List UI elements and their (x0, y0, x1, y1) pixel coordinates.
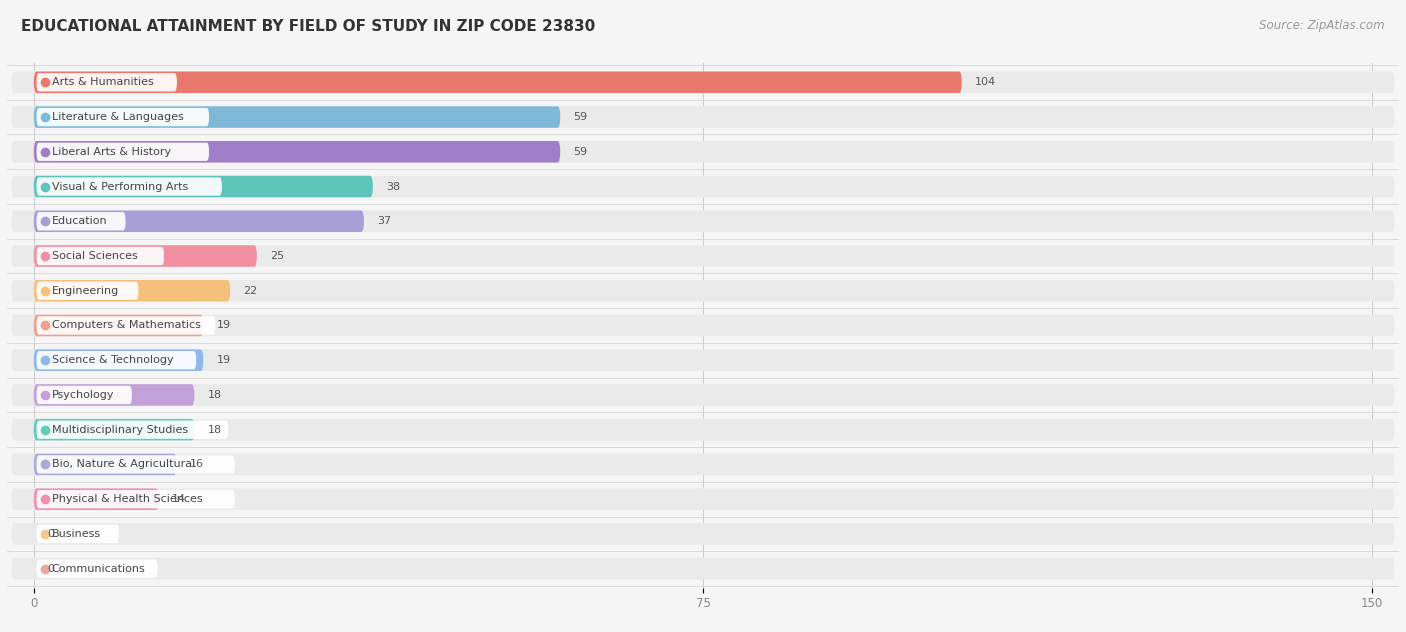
FancyBboxPatch shape (11, 419, 1395, 441)
FancyBboxPatch shape (11, 523, 1395, 545)
Text: 104: 104 (976, 77, 997, 87)
Text: 22: 22 (243, 286, 257, 296)
Text: Communications: Communications (52, 564, 145, 574)
Text: Bio, Nature & Agricultural: Bio, Nature & Agricultural (52, 459, 195, 470)
FancyBboxPatch shape (37, 317, 215, 334)
Text: 18: 18 (208, 425, 222, 435)
FancyBboxPatch shape (37, 108, 209, 126)
FancyBboxPatch shape (11, 384, 1395, 406)
FancyBboxPatch shape (37, 455, 235, 473)
Text: Physical & Health Sciences: Physical & Health Sciences (52, 494, 202, 504)
FancyBboxPatch shape (37, 282, 138, 300)
Text: 18: 18 (208, 390, 222, 400)
FancyBboxPatch shape (37, 386, 132, 404)
Text: Business: Business (52, 529, 101, 539)
FancyBboxPatch shape (37, 559, 157, 578)
FancyBboxPatch shape (37, 490, 235, 508)
Text: EDUCATIONAL ATTAINMENT BY FIELD OF STUDY IN ZIP CODE 23830: EDUCATIONAL ATTAINMENT BY FIELD OF STUDY… (21, 19, 595, 34)
Text: 19: 19 (217, 320, 231, 331)
Text: 59: 59 (574, 112, 588, 122)
FancyBboxPatch shape (34, 176, 373, 197)
Text: Multidisciplinary Studies: Multidisciplinary Studies (52, 425, 188, 435)
Text: Psychology: Psychology (52, 390, 114, 400)
FancyBboxPatch shape (11, 71, 1395, 93)
Text: 25: 25 (270, 251, 284, 261)
FancyBboxPatch shape (11, 141, 1395, 162)
FancyBboxPatch shape (34, 454, 177, 475)
Text: Literature & Languages: Literature & Languages (52, 112, 183, 122)
Text: Science & Technology: Science & Technology (52, 355, 173, 365)
FancyBboxPatch shape (34, 280, 231, 301)
Text: 37: 37 (377, 216, 391, 226)
Text: 19: 19 (217, 355, 231, 365)
Text: 14: 14 (172, 494, 186, 504)
FancyBboxPatch shape (37, 525, 120, 543)
FancyBboxPatch shape (11, 315, 1395, 336)
FancyBboxPatch shape (34, 489, 159, 510)
FancyBboxPatch shape (11, 210, 1395, 232)
FancyBboxPatch shape (34, 106, 560, 128)
FancyBboxPatch shape (11, 558, 1395, 580)
Text: Engineering: Engineering (52, 286, 120, 296)
FancyBboxPatch shape (11, 176, 1395, 197)
FancyBboxPatch shape (34, 349, 204, 371)
FancyBboxPatch shape (37, 351, 197, 369)
FancyBboxPatch shape (34, 315, 204, 336)
FancyBboxPatch shape (11, 349, 1395, 371)
FancyBboxPatch shape (34, 210, 364, 232)
Text: 0: 0 (48, 529, 55, 539)
FancyBboxPatch shape (34, 71, 962, 93)
FancyBboxPatch shape (11, 454, 1395, 475)
Text: Computers & Mathematics: Computers & Mathematics (52, 320, 201, 331)
FancyBboxPatch shape (37, 73, 177, 92)
Text: 0: 0 (48, 564, 55, 574)
FancyBboxPatch shape (34, 384, 194, 406)
FancyBboxPatch shape (34, 419, 194, 441)
FancyBboxPatch shape (34, 141, 560, 162)
FancyBboxPatch shape (37, 212, 125, 231)
Text: Liberal Arts & History: Liberal Arts & History (52, 147, 170, 157)
FancyBboxPatch shape (11, 245, 1395, 267)
FancyBboxPatch shape (11, 106, 1395, 128)
Text: Social Sciences: Social Sciences (52, 251, 138, 261)
FancyBboxPatch shape (34, 245, 257, 267)
Text: 59: 59 (574, 147, 588, 157)
FancyBboxPatch shape (11, 280, 1395, 301)
Text: 38: 38 (387, 181, 401, 191)
FancyBboxPatch shape (37, 178, 222, 196)
Text: Education: Education (52, 216, 107, 226)
Text: 16: 16 (190, 459, 204, 470)
Text: Visual & Performing Arts: Visual & Performing Arts (52, 181, 188, 191)
FancyBboxPatch shape (37, 420, 228, 439)
Text: Source: ZipAtlas.com: Source: ZipAtlas.com (1260, 19, 1385, 32)
Text: Arts & Humanities: Arts & Humanities (52, 77, 153, 87)
FancyBboxPatch shape (11, 489, 1395, 510)
FancyBboxPatch shape (37, 247, 165, 265)
FancyBboxPatch shape (37, 143, 209, 161)
